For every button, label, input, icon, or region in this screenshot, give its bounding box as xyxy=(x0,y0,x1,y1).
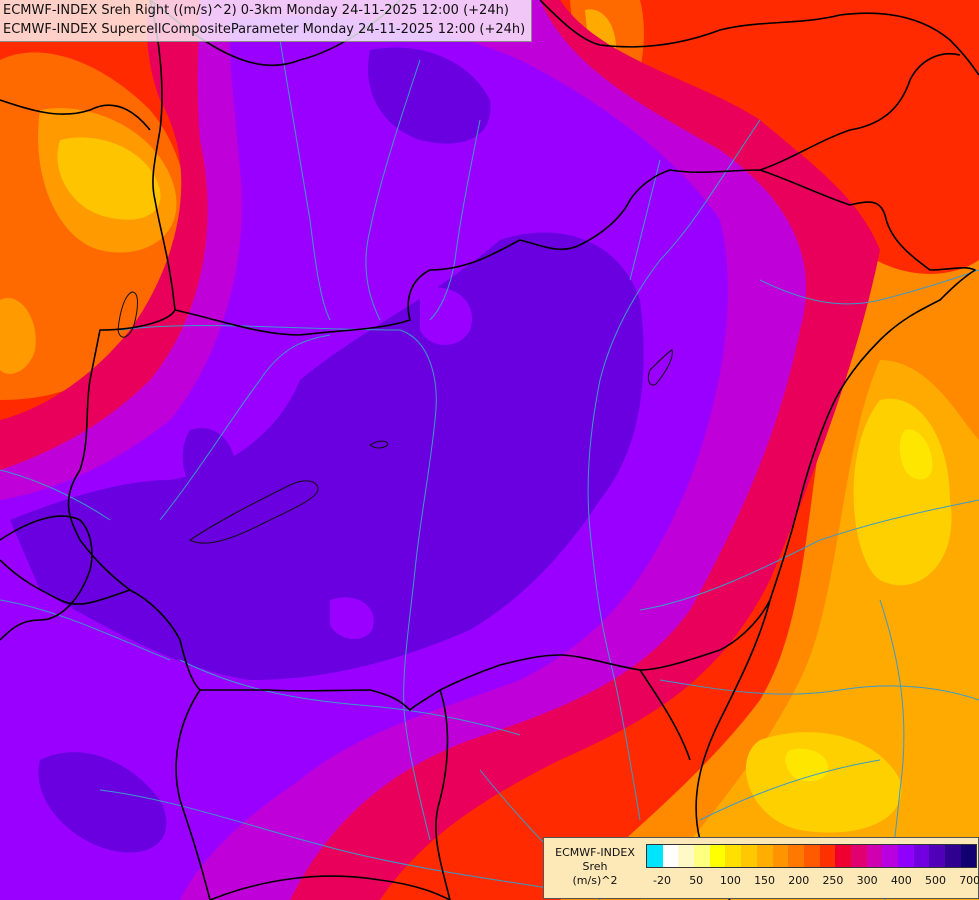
field-violet-mid-3 xyxy=(530,148,593,219)
legend-swatch xyxy=(945,845,961,867)
lake-tisza xyxy=(647,349,673,386)
river-sava xyxy=(99,789,561,891)
legend-tick-label: 700 xyxy=(959,874,979,887)
river-mures xyxy=(639,499,979,611)
field-violet-dark-w xyxy=(182,428,236,499)
color-legend: ECMWF-INDEX Sreh (m/s)^2 -20 50 100 150 200 2… xyxy=(543,837,979,899)
legend-swatch xyxy=(678,845,695,867)
field-violet-mid-2 xyxy=(330,597,374,640)
legend-swatch xyxy=(741,845,757,867)
legend-tick-label: 250 xyxy=(822,874,844,887)
field-violet-dark-north xyxy=(368,47,491,144)
legend-ticks: -20 50 100 150 200 250 300 400 500 700 xyxy=(646,874,979,890)
lake-neusiedl xyxy=(117,291,138,338)
legend-swatch xyxy=(960,845,977,867)
river-west-2 xyxy=(0,469,111,521)
river-hron xyxy=(429,119,481,321)
title-line-2: ECMWF-INDEX SupercellCompositeParameter … xyxy=(3,22,526,37)
legend-swatch xyxy=(647,845,663,867)
river-south-2 xyxy=(699,759,881,821)
legend-tick-label: 50 xyxy=(689,874,704,887)
legend-tick-label: 300 xyxy=(856,874,878,887)
border-austria xyxy=(0,559,131,605)
field-yellow-nw xyxy=(57,137,161,220)
legend-swatch xyxy=(882,845,898,867)
legend-swatch xyxy=(662,845,679,867)
legend-swatch xyxy=(913,845,930,867)
title-line-1: ECMWF-INDEX Sreh Right ((m/s)^2) 0-3km M… xyxy=(3,3,509,18)
legend-swatch xyxy=(819,845,836,867)
river-tisza xyxy=(587,119,761,821)
river-timis xyxy=(659,679,979,701)
legend-swatch xyxy=(803,845,820,867)
field-yellow-east-2 xyxy=(745,732,902,833)
field-violet-dark-sw xyxy=(38,752,167,853)
legend-swatch xyxy=(756,845,773,867)
border-bosnia xyxy=(209,875,451,900)
border-poland-east xyxy=(539,0,979,76)
lake-balaton xyxy=(189,480,319,544)
field-yellow-east-3 xyxy=(785,748,829,782)
border-hungary xyxy=(67,169,976,711)
lake-velence xyxy=(369,440,389,449)
legend-swatch xyxy=(694,845,710,867)
river-sajo xyxy=(629,159,661,281)
legend-swatches xyxy=(646,844,978,868)
legend-tick-label: 150 xyxy=(754,874,776,887)
river-raba xyxy=(159,334,331,521)
legend-tick-label: 400 xyxy=(890,874,912,887)
legend-tick-label: 500 xyxy=(925,874,946,887)
river-drava xyxy=(179,659,521,736)
legend-tick-label: -20 xyxy=(653,874,671,887)
legend-swatch xyxy=(835,845,851,867)
border-serbia-romania xyxy=(639,669,691,761)
legend-tick-label: 100 xyxy=(719,874,741,887)
legend-swatch xyxy=(725,845,742,867)
legend-label: ECMWF-INDEX Sreh (m/s)^2 xyxy=(550,846,640,888)
legend-swatch xyxy=(788,845,804,867)
legend-swatch xyxy=(866,845,883,867)
field-violet-dark-core xyxy=(10,232,644,680)
border-croatia xyxy=(175,689,211,900)
border-serbia-north xyxy=(435,689,451,900)
river-somes xyxy=(759,269,979,305)
river-west-1 xyxy=(0,599,171,661)
border-slovenia xyxy=(0,515,93,641)
field-yellow-east-4 xyxy=(899,429,933,480)
legend-swatch xyxy=(709,845,726,867)
river-morava xyxy=(279,39,331,321)
legend-tick-label: 200 xyxy=(788,874,810,887)
legend-unit: (m/s)^2 xyxy=(572,874,618,887)
border-ukraine xyxy=(759,53,961,171)
field-violet-mid-1 xyxy=(420,287,472,345)
river-danube xyxy=(119,325,437,841)
legend-swatch xyxy=(772,845,789,867)
legend-source: ECMWF-INDEX xyxy=(555,846,635,859)
legend-param: Sreh xyxy=(582,860,608,873)
border-slovakia-north xyxy=(149,0,176,311)
border-czech xyxy=(0,99,151,131)
legend-swatch xyxy=(929,845,946,867)
legend-swatch xyxy=(850,845,867,867)
rivers xyxy=(0,39,979,900)
field-amber-nw-2 xyxy=(0,298,36,374)
title-box: ECMWF-INDEX Sreh Right ((m/s)^2) 0-3km M… xyxy=(0,0,533,42)
legend-swatch xyxy=(898,845,914,867)
river-vah xyxy=(365,59,421,321)
